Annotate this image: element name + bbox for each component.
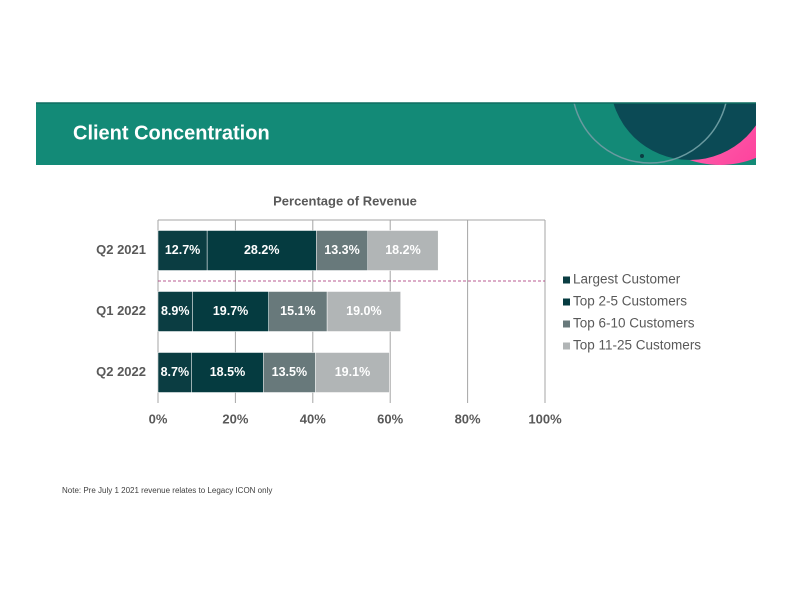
y-tick-label: Q2 2022	[96, 364, 146, 379]
bar-segment	[157, 352, 192, 393]
data-label: 8.9%	[161, 304, 190, 318]
data-label: 13.5%	[272, 365, 307, 379]
legend-label: Largest Customer	[573, 272, 681, 287]
bar-segment	[192, 291, 269, 332]
data-label: 13.3%	[324, 243, 359, 257]
footnote: Note: Pre July 1 2021 revenue relates to…	[62, 486, 272, 495]
x-tick-label: 20%	[222, 411, 248, 426]
bar-segment	[315, 352, 390, 393]
legend-swatch	[563, 342, 570, 350]
data-label: 19.7%	[213, 304, 248, 318]
bar-segment	[326, 291, 401, 332]
x-tick-label: 100%	[528, 411, 562, 426]
legend-label: Top 11-25 Customers	[573, 338, 701, 353]
bar-segment	[157, 230, 208, 271]
bar-segment	[367, 230, 439, 271]
legend-swatch	[563, 298, 570, 306]
data-label: 19.0%	[346, 304, 381, 318]
bar-segment	[263, 352, 316, 393]
y-tick-label: Q1 2022	[96, 303, 146, 318]
data-label: 15.1%	[280, 304, 315, 318]
x-tick-label: 80%	[455, 411, 481, 426]
data-label: 18.2%	[385, 243, 420, 257]
data-label: 12.7%	[165, 243, 200, 257]
data-label: 19.1%	[335, 365, 370, 379]
x-tick-label: 40%	[300, 411, 326, 426]
slide-title: Client Concentration	[73, 122, 270, 144]
legend-swatch	[563, 276, 570, 284]
legend-swatch	[563, 320, 570, 328]
legend-label: Top 2-5 Customers	[573, 294, 687, 309]
chart-title: Percentage of Revenue	[273, 193, 417, 208]
data-label: 8.7%	[161, 365, 190, 379]
header-decoration	[573, 103, 756, 165]
y-tick-label: Q2 2021	[96, 242, 146, 257]
x-tick-label: 0%	[149, 411, 168, 426]
plot: 0% 20% 40% 60% 80% 100% Q2 2021 12.7% 28.2% 13.3%…	[96, 219, 701, 426]
bar-segment	[157, 291, 193, 332]
data-label: 18.5%	[210, 365, 245, 379]
bar-segment	[316, 230, 369, 271]
bar-segment	[191, 352, 264, 393]
x-tick-label: 60%	[377, 411, 403, 426]
data-label: 28.2%	[244, 243, 279, 257]
legend-label: Top 6-10 Customers	[573, 316, 695, 331]
bar-segment	[206, 230, 317, 271]
